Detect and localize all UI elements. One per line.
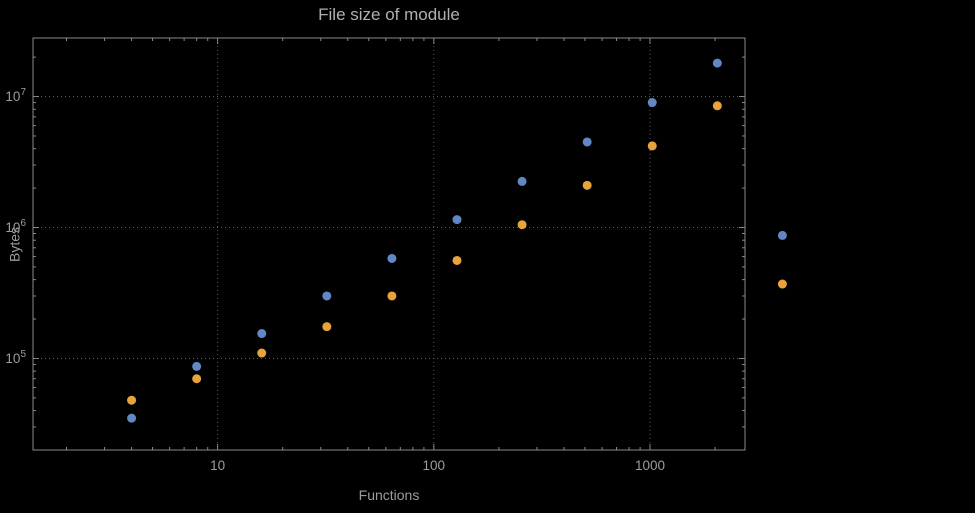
- data-point-series-2-orange: [192, 374, 202, 384]
- data-point-series-1-blue: [257, 329, 267, 339]
- data-point-series-2-orange: [777, 279, 787, 289]
- y-axis-label: Bytes: [6, 227, 23, 263]
- plot-frame: [32, 37, 746, 451]
- data-point-series-2-orange: [127, 395, 137, 405]
- data-point-series-1-blue: [582, 137, 592, 147]
- data-point-series-1-blue: [387, 253, 397, 263]
- data-point-series-2-orange: [647, 141, 657, 151]
- data-point-series-2-orange: [712, 101, 722, 111]
- data-point-series-1-blue: [127, 413, 137, 423]
- data-point-series-1-blue: [322, 291, 332, 301]
- data-point-series-1-blue: [452, 215, 462, 225]
- data-point-series-1-blue: [712, 58, 722, 68]
- data-point-series-2-orange: [387, 291, 397, 301]
- data-point-series-1-blue: [192, 361, 202, 371]
- y-tick-label: 105: [5, 349, 26, 366]
- data-point-series-1-blue: [647, 98, 657, 108]
- data-point-series-2-orange: [257, 348, 267, 358]
- x-tick-label: 10: [210, 458, 225, 473]
- data-point-series-1-blue: [517, 176, 527, 186]
- chart-title: File size of module: [318, 5, 460, 24]
- data-point-series-2-orange: [582, 180, 592, 190]
- y-tick-label: 107: [5, 87, 26, 104]
- y-tick-label: 106: [5, 218, 26, 235]
- data-point-series-2-orange: [517, 220, 527, 230]
- data-point-series-2-orange: [322, 322, 332, 332]
- x-axis-label: Functions: [358, 487, 420, 503]
- x-tick-label: 1000: [635, 458, 665, 473]
- data-point-series-1-blue: [777, 230, 787, 240]
- x-tick-label: 100: [423, 458, 446, 473]
- data-point-series-2-orange: [452, 255, 462, 265]
